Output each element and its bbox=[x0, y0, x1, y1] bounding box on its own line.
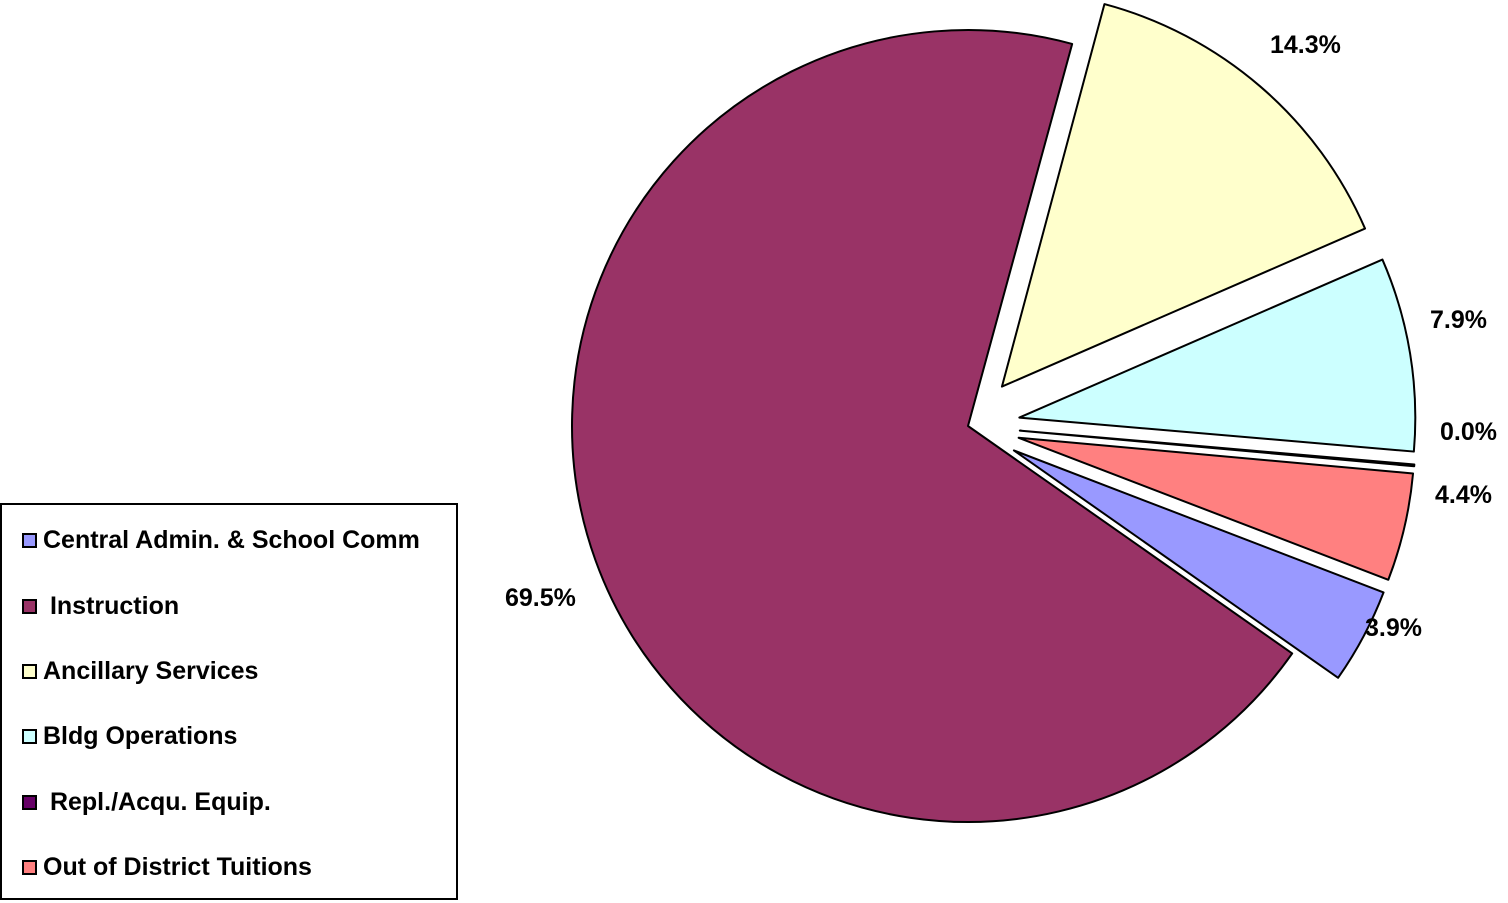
legend-item-instruction: Instruction bbox=[22, 591, 179, 621]
pie-label-central-admin: 3.9% bbox=[1365, 614, 1422, 642]
pie-slice-instruction bbox=[571, 29, 1294, 823]
legend-swatch-repl-acqu-equip bbox=[22, 794, 37, 810]
pie-label-instruction: 69.5% bbox=[505, 584, 576, 612]
legend-item-ancillary-services: Ancillary Services bbox=[22, 656, 258, 686]
pie-slice-bldg-operations bbox=[1018, 258, 1417, 453]
pie-slice-ancillary-services bbox=[1000, 3, 1367, 388]
pie-slice-repl-acqu-equip bbox=[1018, 429, 1416, 468]
legend-label-repl-acqu-equip: Repl./Acqu. Equip. bbox=[43, 787, 271, 816]
legend-swatch-bldg-operations bbox=[22, 728, 37, 744]
legend-swatch-central-admin bbox=[22, 532, 37, 548]
pie-value-labels: 3.9% 69.5% 14.3% 7.9% 0.0% 4.4% bbox=[505, 31, 1497, 642]
legend-label-bldg-operations: Bldg Operations bbox=[43, 721, 238, 750]
pie-slice-out-of-district-tuitions bbox=[1017, 436, 1415, 581]
pie-label-ancillary-services: 14.3% bbox=[1270, 31, 1341, 59]
legend-item-repl-acqu-equip: Repl./Acqu. Equip. bbox=[22, 787, 271, 817]
chart-legend: Central Admin. & School Comm Instruction… bbox=[0, 503, 458, 900]
legend-label-out-of-district-tuitions: Out of District Tuitions bbox=[43, 852, 312, 881]
legend-label-central-admin: Central Admin. & School Comm bbox=[43, 525, 420, 554]
legend-label-ancillary-services: Ancillary Services bbox=[43, 656, 259, 685]
legend-label-instruction: Instruction bbox=[43, 591, 180, 620]
legend-item-out-of-district-tuitions: Out of District Tuitions bbox=[22, 852, 312, 882]
pie-slice-central-admin bbox=[1012, 449, 1385, 679]
legend-swatch-out-of-district-tuitions bbox=[22, 859, 37, 875]
pie-label-out-of-district-tuitions: 4.4% bbox=[1435, 481, 1492, 509]
pie-slices bbox=[571, 3, 1417, 823]
pie-label-bldg-operations: 7.9% bbox=[1430, 306, 1487, 334]
pie-label-repl-acqu-equip: 0.0% bbox=[1440, 418, 1497, 446]
legend-item-bldg-operations: Bldg Operations bbox=[22, 721, 237, 751]
legend-swatch-instruction bbox=[22, 598, 37, 614]
legend-item-central-admin: Central Admin. & School Comm bbox=[22, 525, 420, 555]
legend-swatch-ancillary-services bbox=[22, 663, 37, 679]
